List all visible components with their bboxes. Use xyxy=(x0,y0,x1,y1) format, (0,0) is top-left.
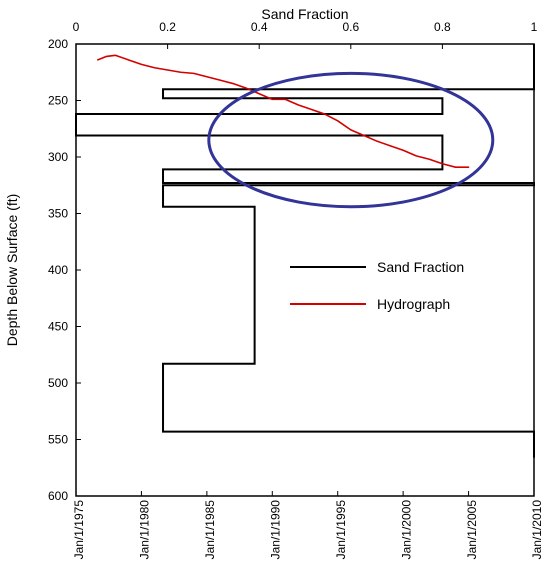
legend-label-hydrograph: Hydrograph xyxy=(377,296,450,312)
top-axis-tick-label: 0.2 xyxy=(159,20,176,34)
left-axis-tick-label: 200 xyxy=(48,37,68,51)
bottom-axis-tick-label: Jan/1/1975 xyxy=(72,500,86,560)
sand-fraction-series-line xyxy=(75,44,535,458)
top-axis-title: Sand Fraction xyxy=(261,6,348,22)
blue-highlight-ellipse xyxy=(207,71,495,209)
left-axis-tick-label: 450 xyxy=(48,320,68,334)
left-axis-tick-label: 600 xyxy=(48,489,68,503)
bottom-axis-tick-label: Jan/1/1990 xyxy=(268,500,282,560)
top-axis-tick-label: 1 xyxy=(531,20,538,34)
top-axis-tick-label: 0 xyxy=(73,20,80,34)
bottom-axis-tick-label: Jan/1/1985 xyxy=(203,500,217,560)
bottom-axis-tick-label: Jan/1/1995 xyxy=(334,500,348,560)
bottom-axis-tick-label: Jan/1/2005 xyxy=(465,500,479,560)
legend-label-sand-fraction: Sand Fraction xyxy=(377,259,464,275)
top-axis-tick-label: 0.8 xyxy=(434,20,451,34)
left-axis-title: Depth Below Surface (ft) xyxy=(4,194,20,347)
bottom-axis-tick-label: Jan/1/2010 xyxy=(530,500,544,560)
bottom-axis-tick-label: Jan/1/2000 xyxy=(399,500,413,560)
top-axis-tick-label: 0.4 xyxy=(251,20,268,34)
left-axis-tick-label: 350 xyxy=(48,207,68,221)
hydrograph-series-line xyxy=(97,54,470,168)
bottom-axis-tick-label: Jan/1/1980 xyxy=(138,500,152,560)
plot-frame xyxy=(75,43,535,497)
left-axis-tick-label: 300 xyxy=(48,150,68,164)
left-axis-tick-label: 250 xyxy=(48,94,68,108)
top-axis-tick-label: 0.6 xyxy=(342,20,359,34)
left-axis-tick-label: 500 xyxy=(48,376,68,390)
left-axis-tick-label: 550 xyxy=(48,433,68,447)
left-axis-tick-label: 400 xyxy=(48,263,68,277)
